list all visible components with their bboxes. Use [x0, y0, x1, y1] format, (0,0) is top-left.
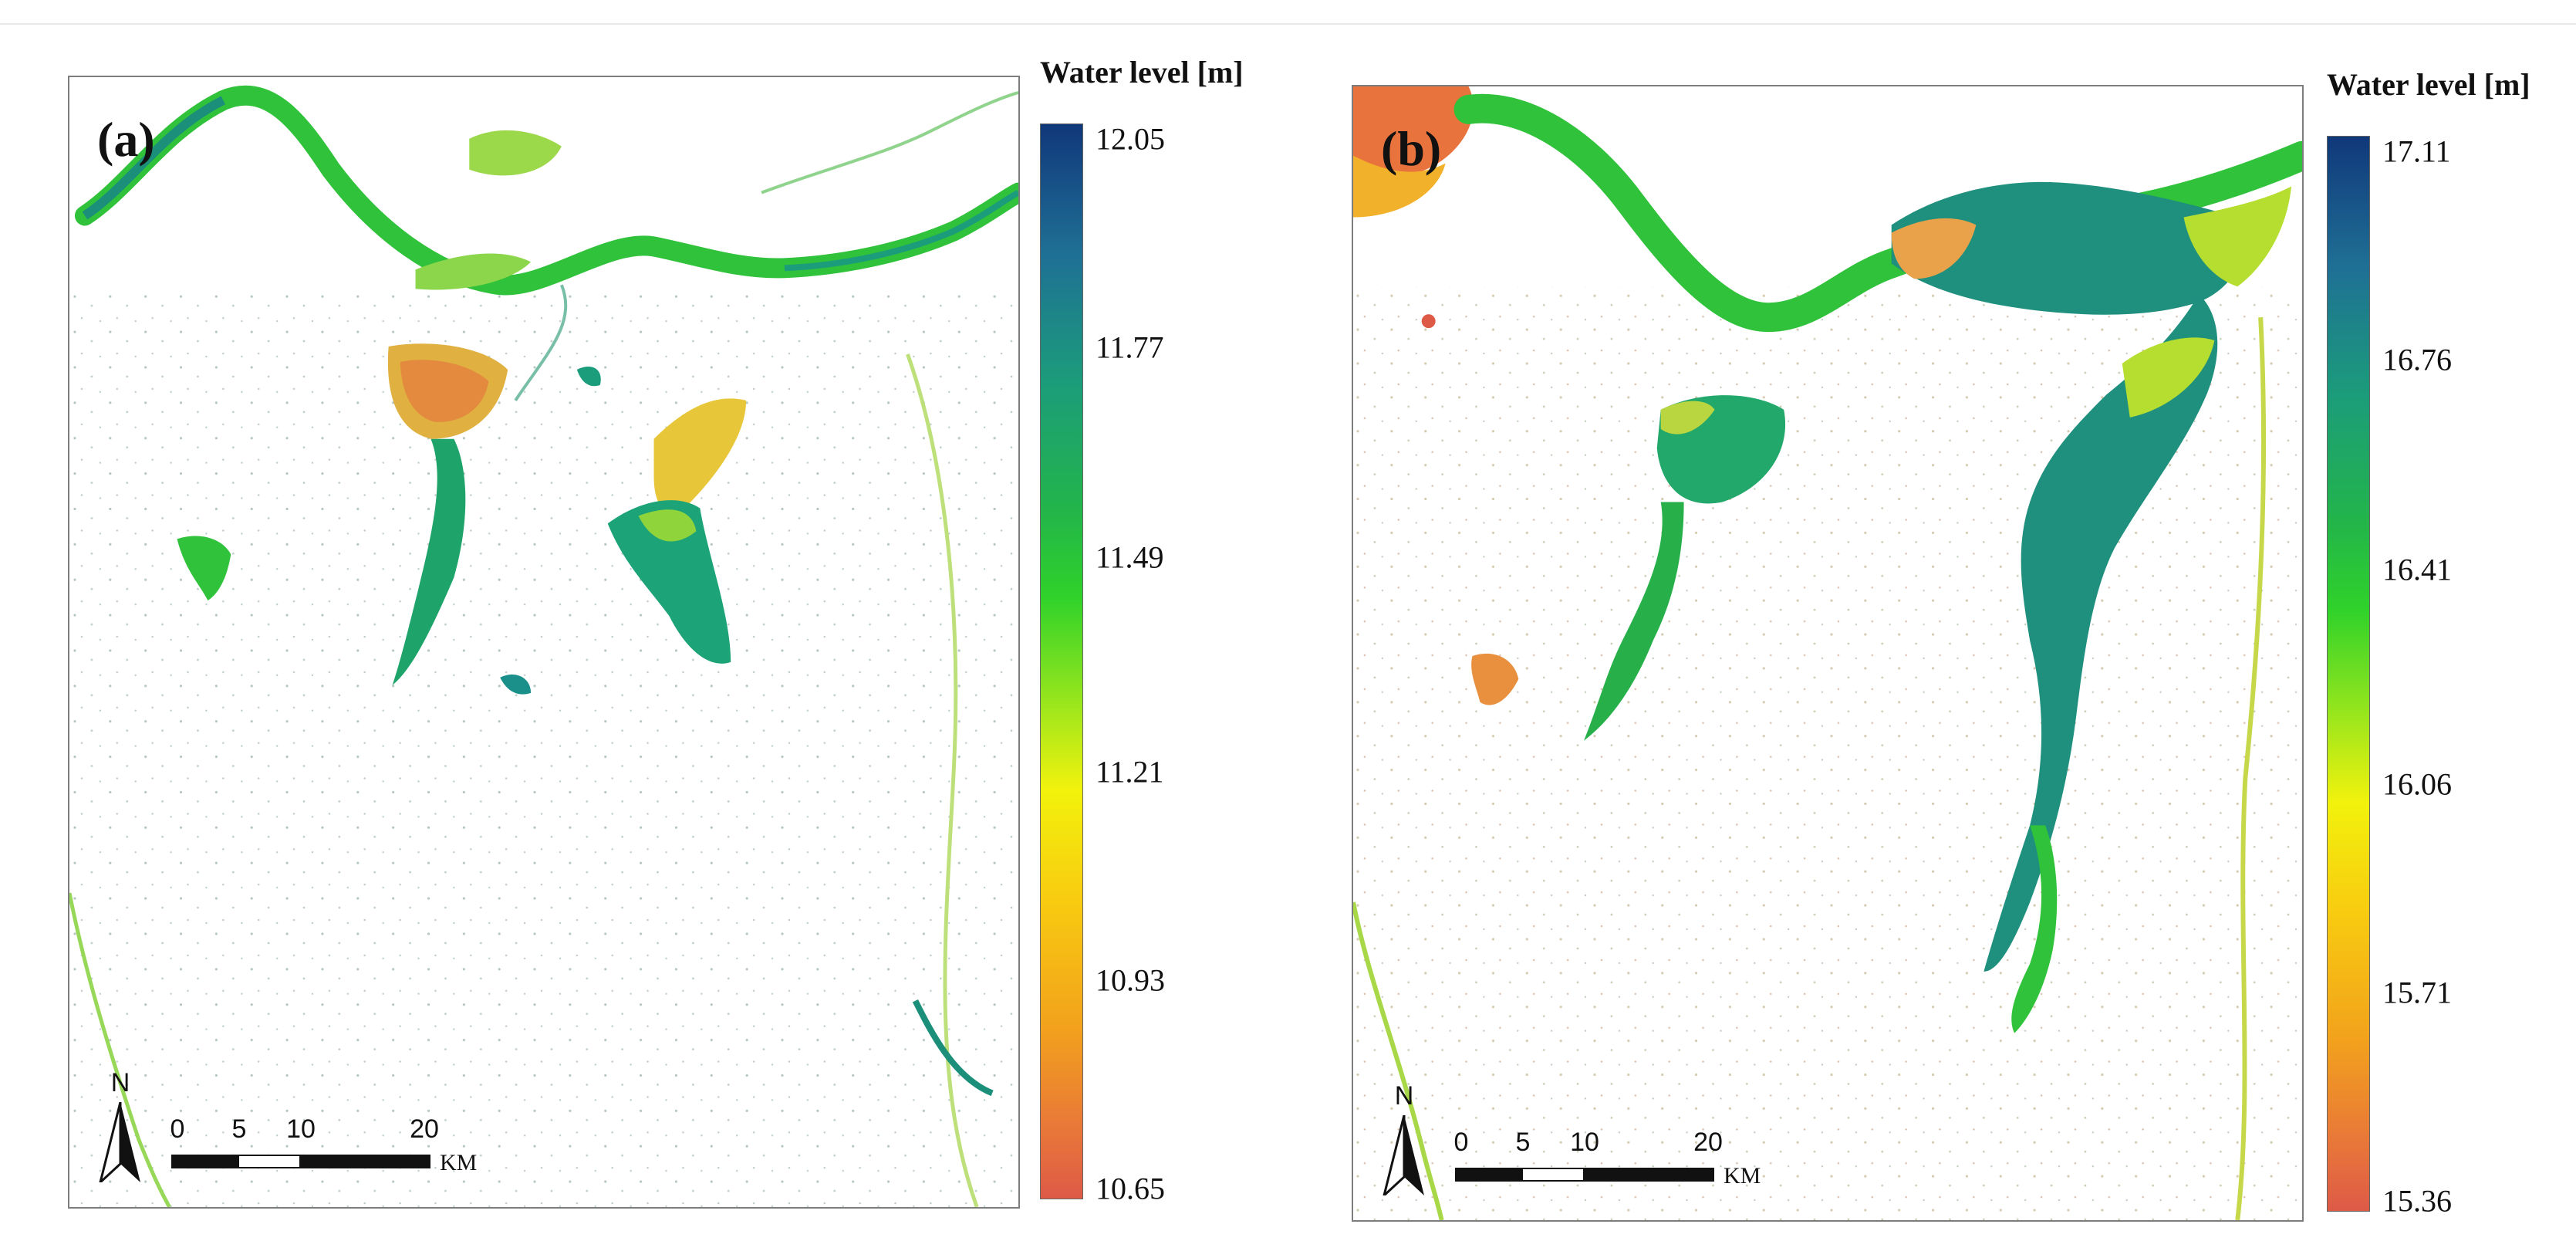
river-east-reach — [784, 190, 1018, 272]
scale-segment-1 — [1455, 1168, 1523, 1182]
pond-north — [576, 367, 601, 387]
scale-tick-20: 20 — [410, 1114, 439, 1144]
colorbar-tick: 16.76 — [2382, 342, 2452, 377]
scale-unit: KM — [1724, 1163, 1761, 1189]
scale-bar-a: 0 5 10 20 KM — [170, 1114, 526, 1184]
panel-label-b: (b) — [1381, 121, 1442, 176]
north-arrow-icon — [99, 1102, 140, 1182]
scale-unit: KM — [440, 1150, 478, 1175]
tributary-west — [392, 438, 466, 685]
west-stream — [69, 892, 171, 1207]
scale-tick-20: 20 — [1693, 1128, 1723, 1157]
map-panel-a: (a) N 0 5 10 20 KM — [68, 76, 1020, 1209]
east-stream — [2235, 317, 2267, 1220]
north-letter: N — [110, 1068, 130, 1097]
flood-map-b — [1353, 86, 2302, 1220]
basin-west-low — [400, 360, 489, 422]
colorbar-tick: 16.41 — [2382, 552, 2452, 587]
basin-east-mid — [638, 509, 697, 542]
basin-northeast — [1891, 181, 2243, 315]
map-panel-b: (b) N 0 5 10 20 KM — [1352, 85, 2304, 1222]
panel-label-a: (a) — [97, 112, 155, 167]
colorbar-tick: 10.93 — [1096, 962, 1165, 998]
southeast-channel — [912, 999, 994, 1097]
legend-title-b: Water level [m] — [2327, 67, 2530, 102]
scale-tick-0: 0 — [170, 1114, 185, 1144]
west-stream — [1353, 901, 1444, 1220]
flood-map-a — [69, 85, 1018, 1207]
scale-segment-2 — [1521, 1168, 1585, 1182]
scale-tick-0: 0 — [1453, 1128, 1469, 1157]
scale-tick-5: 5 — [231, 1114, 247, 1144]
colorbar-tick: 15.71 — [2382, 975, 2452, 1010]
scale-tick-10: 10 — [1570, 1128, 1599, 1157]
pond-red-dot — [1421, 314, 1436, 329]
basin-west-edge — [1660, 401, 1715, 435]
basin-east-lower — [607, 500, 731, 664]
pond-center — [500, 674, 532, 695]
flood-corner-nw — [1353, 86, 1474, 174]
colorbar-b — [2327, 136, 2370, 1212]
scale-tick-5: 5 — [1515, 1128, 1531, 1157]
scale-segment-2 — [238, 1155, 301, 1168]
river-west-reach — [82, 96, 226, 220]
north-arrow-a: N — [94, 1068, 147, 1184]
scale-segment-1 — [171, 1155, 239, 1168]
top-divider — [0, 23, 2576, 25]
flood-patch-north — [469, 130, 562, 176]
scale-tick-10: 10 — [286, 1114, 316, 1144]
colorbar-tick: 11.49 — [1096, 539, 1164, 575]
flood-corridor-southeast — [1983, 294, 2218, 972]
channel-1 — [514, 284, 568, 401]
scale-segment-3 — [1583, 1168, 1714, 1182]
corridor-north-edge — [2122, 337, 2215, 418]
north-letter: N — [1394, 1081, 1414, 1111]
pond-west — [177, 536, 231, 601]
tributary-west — [1584, 502, 1684, 741]
colorbar-tick: 10.65 — [1096, 1171, 1165, 1206]
corridor-south-tip — [2011, 825, 2058, 1033]
pond-orange-west — [1471, 653, 1519, 705]
flood-patch-ne — [415, 253, 532, 290]
colorbar-tick: 17.11 — [2382, 134, 2451, 169]
legend-title-a: Water level [m] — [1040, 55, 1244, 90]
basin-east-upper — [653, 398, 747, 515]
colorbar-tick: 11.77 — [1096, 330, 1164, 365]
colorbar-tick: 12.05 — [1096, 121, 1165, 157]
east-stream — [906, 353, 979, 1207]
speckle-background — [69, 292, 1018, 1207]
scale-bar-b: 0 5 10 20 KM — [1453, 1128, 1810, 1197]
basin-ne-east-lobe — [2183, 186, 2292, 287]
scale-segment-3 — [299, 1155, 430, 1168]
flood-corner-nw-edge — [1353, 155, 1446, 218]
colorbar-a — [1040, 123, 1083, 1199]
channel-2 — [761, 91, 1018, 194]
north-arrow-icon — [1383, 1115, 1424, 1195]
north-arrow-b: N — [1378, 1081, 1430, 1197]
colorbar-tick: 16.06 — [2382, 766, 2452, 802]
basin-ne-west-lobe — [1891, 218, 1977, 279]
colorbar-tick: 15.36 — [2382, 1183, 2452, 1219]
colorbar-tick: 11.21 — [1096, 754, 1164, 790]
